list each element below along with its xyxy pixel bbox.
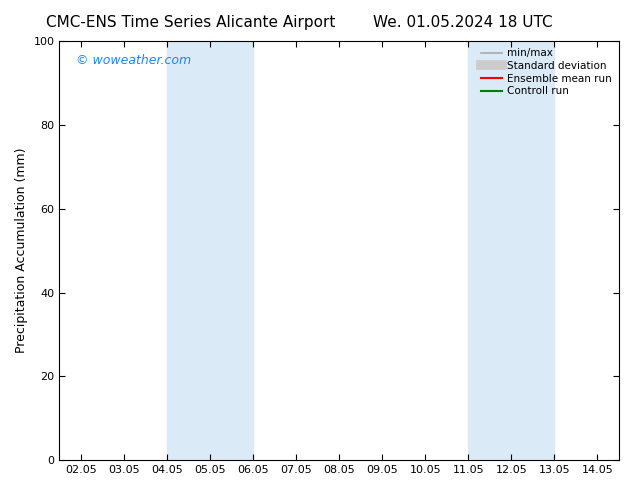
Legend: min/max, Standard deviation, Ensemble mean run, Controll run: min/max, Standard deviation, Ensemble me…: [477, 44, 616, 100]
Text: CMC-ENS Time Series Alicante Airport: CMC-ENS Time Series Alicante Airport: [46, 15, 335, 30]
Text: We. 01.05.2024 18 UTC: We. 01.05.2024 18 UTC: [373, 15, 553, 30]
Bar: [469, 41, 512, 460]
Bar: [512, 41, 554, 460]
Text: © woweather.com: © woweather.com: [76, 53, 191, 67]
Y-axis label: Precipitation Accumulation (mm): Precipitation Accumulation (mm): [15, 148, 28, 353]
Bar: [167, 41, 210, 460]
Bar: [210, 41, 253, 460]
